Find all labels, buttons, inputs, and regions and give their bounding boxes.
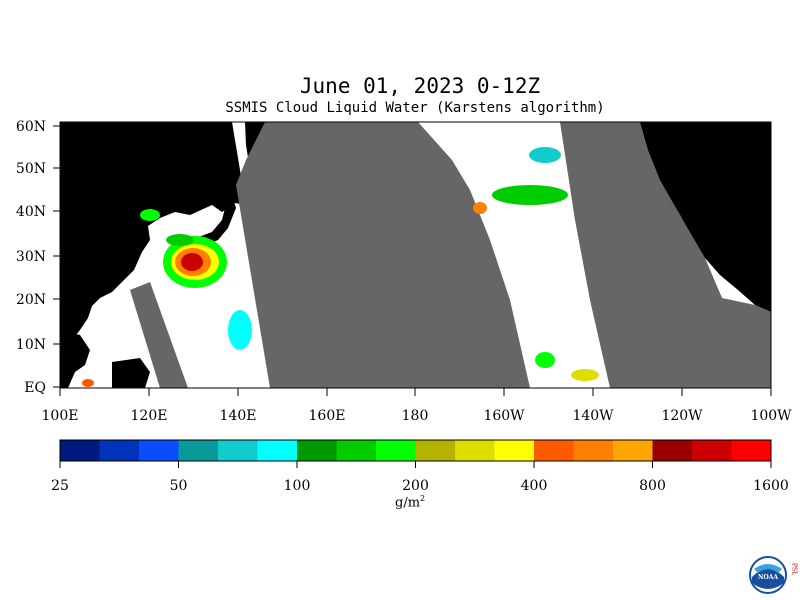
colorbar-swatch: [257, 440, 298, 461]
colorbar-swatch: [692, 440, 732, 461]
colorbar-swatch: [415, 440, 456, 461]
colorbar-label: 200: [402, 478, 429, 494]
lon-label: 140E: [220, 408, 257, 424]
colorbar-units: g/m2: [395, 494, 425, 510]
colorbar-label: 100: [284, 478, 311, 494]
borneo-land: [112, 358, 150, 388]
cloud-patch: [571, 369, 599, 381]
colorbar-swatch: [178, 440, 219, 461]
lon-label: 100W: [750, 408, 792, 424]
noaa-logo: NOAA PSL: [749, 556, 798, 594]
lat-label: 30N: [16, 249, 46, 265]
cloud-patch: [473, 202, 487, 214]
map-subtitle: SSMIS Cloud Liquid Water (Karstens algor…: [225, 100, 605, 116]
cloud-patch: [181, 253, 203, 271]
cloud-patch: [140, 209, 160, 221]
cloud-patch: [492, 185, 568, 205]
indochina-land: [60, 330, 90, 388]
colorbar-swatch: [731, 440, 772, 461]
lon-label: 160E: [309, 408, 346, 424]
colorbar-label: 50: [170, 478, 188, 494]
cloud-water-patches: [82, 147, 599, 387]
colorbar-swatch: [534, 440, 574, 461]
lon-label: 100E: [42, 408, 79, 424]
colorbar-swatch: [455, 440, 495, 461]
colorbar-swatch: [60, 440, 100, 461]
colorbar-swatch: [297, 440, 337, 461]
no-data-swath-central: [236, 122, 530, 388]
no-data-swath-west: [130, 282, 188, 388]
colorbar-swatch: [573, 440, 614, 461]
colorbar: [60, 440, 772, 461]
asia-land: [60, 122, 246, 345]
colorbar-label: 400: [521, 478, 548, 494]
lat-label: 50N: [16, 161, 46, 177]
colorbar-label: 800: [639, 478, 666, 494]
noaa-logo-wave: [752, 569, 784, 589]
map-panel: [60, 122, 771, 388]
noaa-logo-text: NOAA: [758, 574, 778, 581]
colorbar-swatch: [99, 440, 140, 461]
lon-label: 180: [402, 408, 429, 424]
cloud-patch: [529, 147, 561, 163]
colorbar-swatch: [494, 440, 535, 461]
colorbar-swatch: [139, 440, 179, 461]
units-base: g/m: [395, 495, 421, 511]
lat-label: 60N: [16, 119, 46, 135]
noaa-logo-bird: [754, 564, 782, 573]
colorbar-label: 25: [51, 478, 69, 494]
colorbar-label: 1600: [753, 478, 789, 494]
cloud-patch: [82, 379, 94, 387]
cloud-patch: [535, 352, 555, 368]
lon-label: 160W: [483, 408, 525, 424]
latitude-axis: 60N 50N 40N 30N 20N 10N EQ: [16, 119, 60, 396]
north-america-land: [600, 122, 771, 312]
lat-label: 40N: [16, 204, 46, 220]
map-title: June 01, 2023 0-12Z: [299, 74, 541, 98]
colorbar-swatch: [218, 440, 258, 461]
lat-label: EQ: [24, 380, 46, 396]
units-exponent: 2: [420, 494, 426, 503]
psl-text: PSL: [791, 563, 798, 575]
colorbar-swatch: [336, 440, 377, 461]
lon-label: 140W: [572, 408, 614, 424]
colorbar-swatch: [652, 440, 693, 461]
lon-label: 120E: [131, 408, 168, 424]
colorbar-swatch: [376, 440, 416, 461]
colorbar-swatch: [613, 440, 653, 461]
longitude-axis: 100E 120E 140E 160E 180 160W 140W 120W 1…: [42, 388, 792, 424]
lat-label: 10N: [16, 337, 46, 353]
lat-label: 20N: [16, 292, 46, 308]
colorbar-ticks: 25 50 100 200 400 800 1600: [51, 461, 789, 494]
cloud-patch: [228, 310, 252, 350]
lon-label: 120W: [661, 408, 703, 424]
cloud-patch: [166, 234, 194, 246]
no-data-swath-east: [560, 122, 771, 388]
